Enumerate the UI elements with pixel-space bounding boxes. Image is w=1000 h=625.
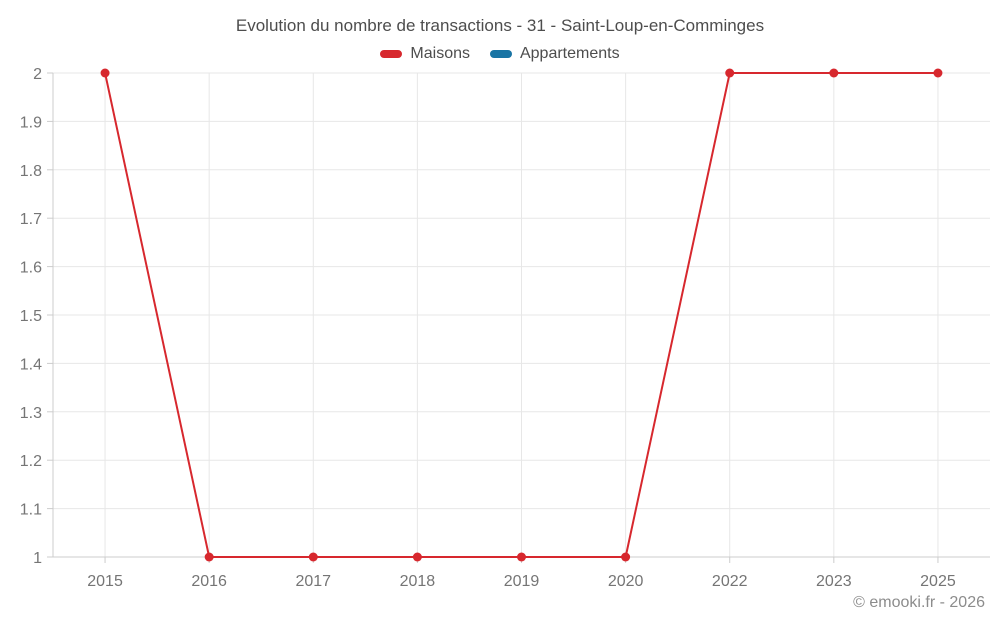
svg-text:2018: 2018: [400, 573, 436, 590]
svg-text:1.8: 1.8: [20, 163, 42, 180]
svg-text:2019: 2019: [504, 573, 540, 590]
svg-text:2020: 2020: [608, 573, 644, 590]
legend-label-maisons: Maisons: [410, 45, 470, 62]
svg-text:1.2: 1.2: [20, 453, 42, 470]
chart-legend: Maisons Appartements: [0, 45, 1000, 63]
data-point-maisons-2017: [308, 552, 318, 562]
data-point-maisons-2016: [204, 552, 214, 562]
data-point-maisons-2025: [933, 68, 943, 78]
svg-text:2022: 2022: [712, 573, 748, 590]
copyright-footer: © emooki.fr - 2026: [853, 594, 985, 611]
data-point-maisons-2018: [412, 552, 422, 562]
svg-text:2015: 2015: [87, 573, 123, 590]
svg-text:1: 1: [33, 550, 42, 567]
data-point-maisons-2020: [621, 552, 631, 562]
maisons-swatch-icon: [380, 50, 403, 58]
svg-text:2: 2: [33, 66, 42, 83]
svg-text:1.9: 1.9: [20, 114, 42, 131]
svg-text:1.6: 1.6: [20, 260, 42, 277]
chart-title: Evolution du nombre de transactions - 31…: [235, 16, 765, 35]
svg-text:2017: 2017: [295, 573, 331, 590]
data-point-maisons-2019: [517, 552, 526, 562]
legend-item-appartements[interactable]: Appartements: [489, 45, 620, 63]
svg-text:1.3: 1.3: [20, 405, 42, 422]
svg-text:2016: 2016: [191, 573, 227, 590]
svg-text:2023: 2023: [816, 573, 852, 590]
svg-text:1.4: 1.4: [20, 356, 42, 373]
appartements-swatch-icon: [489, 50, 512, 58]
legend-item-maisons[interactable]: Maisons: [380, 45, 470, 63]
data-point-maisons-2023: [829, 68, 839, 78]
data-point-maisons-2022: [725, 68, 735, 78]
svg-text:1.7: 1.7: [20, 211, 42, 228]
data-point-maisons-2015: [100, 68, 110, 78]
svg-text:1.5: 1.5: [20, 308, 42, 325]
legend-label-appartements: Appartements: [519, 45, 620, 62]
svg-text:1.1: 1.1: [20, 502, 42, 519]
svg-text:2025: 2025: [920, 573, 956, 590]
